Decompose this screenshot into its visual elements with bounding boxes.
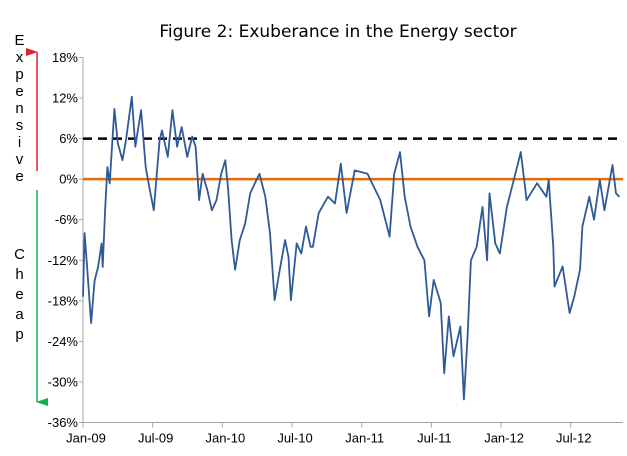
x-tick-label: Jul-12 bbox=[556, 431, 591, 446]
y-tick-label: -18% bbox=[48, 293, 79, 308]
y-tick-label: 0% bbox=[59, 172, 78, 187]
y-tick-label: 12% bbox=[52, 91, 78, 106]
y-tick-label: 18% bbox=[52, 50, 78, 65]
x-tick-label: Jan-12 bbox=[484, 431, 524, 446]
y-tick-label: -30% bbox=[48, 374, 79, 389]
expensive-label: Expensive bbox=[11, 32, 28, 185]
x-tick-label: Jul-09 bbox=[138, 431, 173, 446]
x-tick-label: Jan-11 bbox=[345, 431, 384, 446]
x-tick-label: Jan-09 bbox=[66, 431, 106, 446]
x-tick-label: Jul-11 bbox=[417, 431, 451, 446]
x-tick-label: Jul-10 bbox=[277, 431, 312, 446]
y-tick-label: 6% bbox=[59, 131, 78, 146]
x-tick-label: Jan-10 bbox=[205, 431, 245, 446]
y-tick-label: -6% bbox=[55, 212, 79, 227]
cheap-label: Cheap bbox=[11, 246, 28, 346]
y-tick-label: -12% bbox=[48, 253, 79, 268]
chart-title: Figure 2: Exuberance in the Energy secto… bbox=[159, 22, 516, 42]
y-tick-label: -24% bbox=[48, 334, 79, 349]
exuberance-series-line bbox=[82, 95, 621, 401]
y-tick-label: -36% bbox=[48, 415, 79, 430]
